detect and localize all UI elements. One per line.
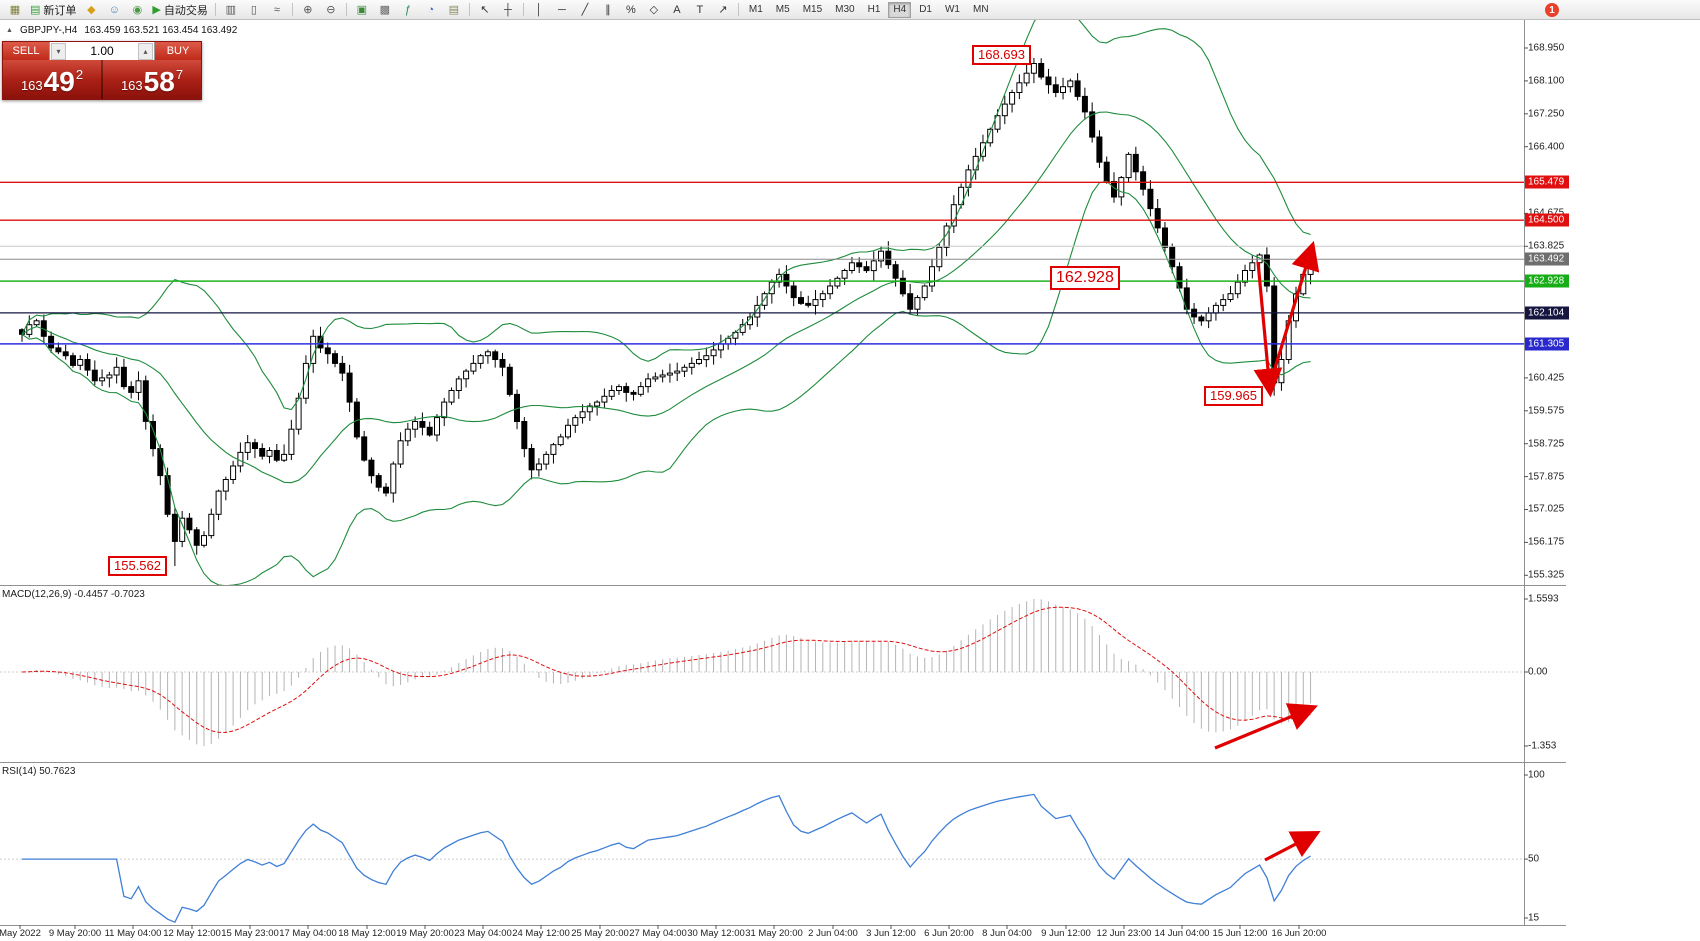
new-order-button[interactable]: ▤ 新订单	[30, 4, 77, 17]
sell-price-whole: 163	[20, 78, 43, 93]
arrow-tool-icon[interactable]: ↗	[718, 4, 728, 16]
add-indicator-icon[interactable]: ƒ	[404, 3, 411, 16]
zoom-out-icon[interactable]: ⊖	[326, 4, 336, 16]
volume-value: 1.00	[90, 44, 114, 58]
toolbar-separator	[468, 3, 470, 16]
collapse-panel-icon[interactable]: ▲	[6, 27, 13, 34]
indicator-diamond-icon[interactable]: ◆	[87, 4, 96, 16]
one-click-trading-panel: SELL ▾ 1.00 ▴ BUY 163 49 2 163 58 7	[2, 41, 202, 100]
rsi-label: RSI(14) 50.7623	[2, 766, 76, 777]
toolbar-separator	[345, 3, 347, 16]
timeframe-w1-button[interactable]: W1	[944, 3, 960, 15]
buy-price-pips: 58	[143, 66, 175, 97]
text-tool-icon[interactable]: A	[673, 3, 681, 16]
web-terminal-icon[interactable]: ◉	[132, 4, 143, 16]
text-label-tool-icon[interactable]: T	[696, 3, 704, 16]
volume-increase-button[interactable]: ▴	[138, 43, 153, 60]
timeframe-m30-button[interactable]: M30	[835, 3, 855, 15]
charts-window-icon[interactable]: ▦	[9, 4, 21, 16]
periodicity-icon[interactable]: ◔	[427, 3, 435, 16]
timeframe-mn-button[interactable]: MN	[972, 3, 989, 15]
horizontal-line-tool-icon[interactable]: ─	[557, 3, 566, 16]
macd-label: MACD(12,26,9) -0.4457 -0.7023	[2, 589, 145, 600]
symbol-header: ▲ GBPJPY-,H4 163.459 163.521 163.454 163…	[6, 25, 237, 36]
symbol-timeframe-label: GBPJPY-,H4	[19, 25, 78, 36]
shapes-tool-icon[interactable]: ◇	[649, 4, 659, 16]
timeframe-m5-button[interactable]: M5	[775, 3, 790, 15]
timeframe-h4-button[interactable]: H4	[888, 1, 912, 18]
line-chart-type-icon[interactable]: ≈	[273, 3, 280, 16]
sell-price-button[interactable]: 163 49 2	[3, 60, 101, 99]
buy-price-button[interactable]: 163 58 7	[103, 60, 201, 99]
timeframe-m15-button[interactable]: M15	[802, 3, 823, 15]
sell-price-point: 2	[75, 67, 84, 82]
cascade-windows-icon[interactable]: ▩	[379, 4, 391, 16]
bar-chart-type-icon[interactable]: ▥	[225, 4, 237, 16]
buy-price-point: 7	[175, 67, 184, 82]
trendline-tool-icon[interactable]: ╱	[581, 4, 589, 16]
autotrade-button[interactable]: ▶ 自动交易	[152, 4, 208, 17]
vertical-line-tool-icon[interactable]: │	[535, 3, 543, 16]
sell-price-pips: 49	[43, 66, 75, 97]
profile-icon[interactable]: ☺	[108, 3, 121, 16]
channel-tool-icon[interactable]: ∥	[605, 4, 611, 16]
toolbar-separator	[291, 3, 293, 16]
zoom-in-icon[interactable]: ⊕	[303, 4, 313, 16]
symbol-ohlc-values: 163.459 163.521 163.454 163.492	[84, 25, 238, 36]
toolbar-separator	[522, 3, 524, 16]
cursor-icon[interactable]: ↖	[480, 4, 490, 16]
volume-field[interactable]: ▾ 1.00 ▴	[49, 42, 155, 60]
buy-price-whole: 163	[120, 78, 143, 93]
price-divider	[101, 60, 103, 99]
sell-button[interactable]: SELL	[3, 42, 49, 60]
fibonacci-tool-icon[interactable]: %	[625, 3, 636, 16]
timeframe-d1-button[interactable]: D1	[919, 3, 932, 15]
candlestick-chart-type-icon[interactable]: ▯	[250, 4, 257, 16]
template-icon[interactable]: ▤	[448, 4, 460, 16]
toolbar: ▦ ▤ 新订单 ◆ ☺ ◉ ▶ 自动交易 ▥ ▯ ≈ ⊕ ⊖ ▣ ▩ ƒ ◔ ▤ ↖ ┼ │ ─ ╱ ∥% ◇ A T ↗ M1 M5 M1…	[0, 0, 1700, 20]
crosshair-icon[interactable]: ┼	[503, 3, 512, 16]
toolbar-separator	[214, 3, 216, 16]
notification-badge[interactable]: 1	[1545, 3, 1559, 17]
toolbar-separator	[737, 3, 739, 16]
timeframe-h1-button[interactable]: H1	[867, 3, 881, 15]
buy-button[interactable]: BUY	[155, 42, 201, 60]
timeframe-m1-button[interactable]: M1	[748, 3, 763, 15]
volume-decrease-button[interactable]: ▾	[51, 43, 66, 60]
tile-windows-icon[interactable]: ▣	[356, 4, 368, 16]
